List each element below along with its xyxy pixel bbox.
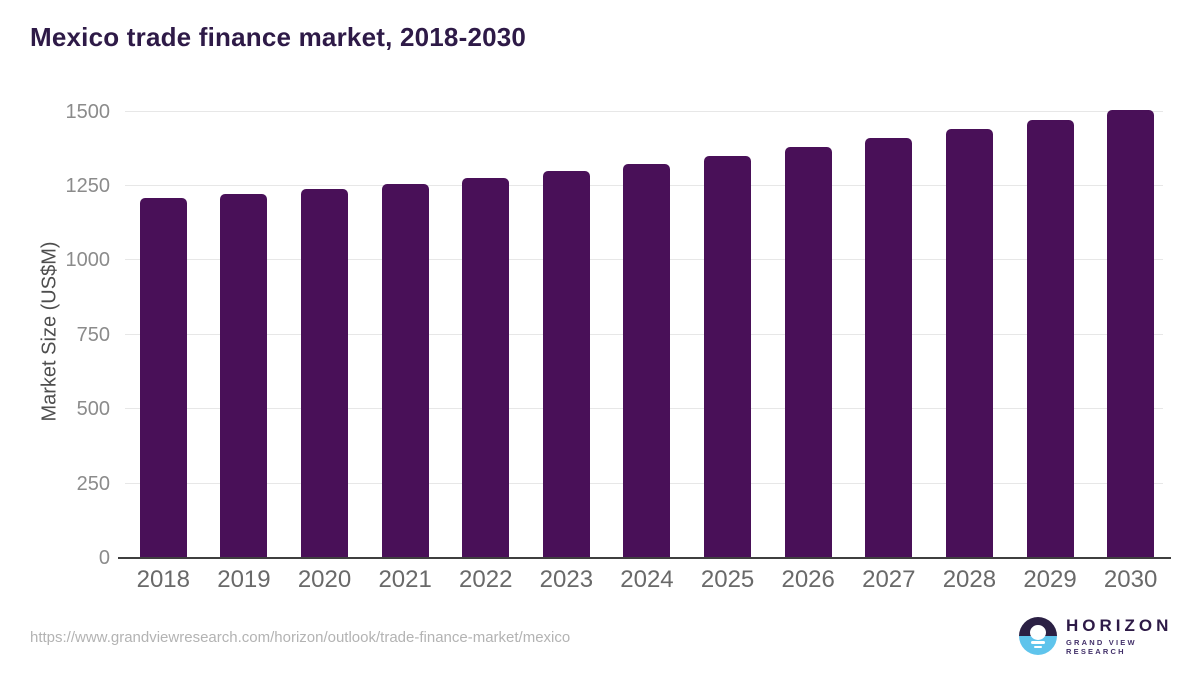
bar-series (123, 95, 1171, 558)
y-tick-label-1000: 1000 (65, 249, 111, 272)
bar-2019 (220, 193, 268, 558)
y-axis-title: Market Size (US$M) (38, 241, 61, 422)
logo-subtitle: GRAND VIEW RESEARCH (1066, 637, 1137, 656)
y-axis-tick-labels: 0 250 500 750 1000 1250 1500 (28, 95, 111, 569)
y-tick-label-1250: 1250 (65, 174, 111, 197)
band-2024 (607, 95, 688, 558)
y-tick-label-250: 250 (76, 472, 110, 495)
y-tick-label-1500: 1500 (65, 100, 111, 123)
bar-2018 (139, 197, 187, 558)
x-axis-tick-labels: 2018 2019 2020 2021 2022 2023 2024 2025 2026 2027… (123, 566, 1171, 594)
y-tick-label-750: 750 (76, 323, 110, 346)
band-2026 (768, 95, 849, 558)
y-tick-label-500: 500 (76, 398, 110, 421)
band-2029 (1010, 95, 1091, 558)
x-tick-label-2024: 2024 (620, 566, 674, 593)
band-2019 (204, 95, 285, 558)
x-axis-line (118, 557, 1171, 559)
band-2023 (526, 95, 607, 558)
x-tick-label-2023: 2023 (539, 566, 594, 593)
x-tick-label-2029: 2029 (1023, 566, 1077, 593)
reflection-line (1031, 641, 1045, 645)
y-tick-label-0: 0 (98, 547, 110, 569)
bar-2020 (301, 189, 349, 558)
x-tick-label-2020: 2020 (297, 566, 352, 593)
source-url: https://www.grandviewresearch.com/horizo… (30, 629, 571, 646)
reflection-line (1034, 645, 1042, 649)
bar-2021 (381, 183, 429, 558)
bar-2026 (784, 146, 832, 558)
logo-name: HORIZON (1066, 616, 1173, 635)
bar-2022 (462, 177, 510, 558)
bar-2030 (1107, 110, 1155, 558)
bar-2027 (865, 138, 913, 558)
x-tick-label-2027: 2027 (862, 566, 916, 593)
band-2027 (848, 95, 929, 558)
bar-2029 (1026, 119, 1074, 558)
band-2022 (445, 95, 526, 558)
band-2030 (1090, 95, 1171, 558)
x-tick-label-2028: 2028 (942, 566, 997, 593)
bar-2024 (623, 163, 671, 558)
bar-2023 (542, 171, 590, 558)
x-tick-label-2025: 2025 (700, 566, 755, 593)
band-2025 (687, 95, 768, 558)
band-2028 (929, 95, 1010, 558)
logo-text: HORIZON GRAND VIEW RESEARCH (1066, 616, 1200, 656)
bar-2025 (704, 155, 752, 558)
band-2020 (284, 95, 365, 558)
chart-title: Mexico trade finance market, 2018-2030 (30, 22, 527, 52)
x-tick-label-2018: 2018 (136, 566, 190, 593)
band-2021 (365, 95, 446, 558)
horizon-logo: HORIZON GRAND VIEW RESEARCH (1019, 616, 1200, 656)
sun-shape (1030, 625, 1046, 641)
x-tick-label-2021: 2021 (378, 566, 432, 593)
x-tick-label-2019: 2019 (217, 566, 271, 593)
sunset-circle-icon (1019, 617, 1057, 656)
x-tick-label-2022: 2022 (459, 566, 513, 593)
x-tick-label-2026: 2026 (781, 566, 835, 593)
band-2018 (123, 95, 204, 558)
bar-2028 (945, 129, 993, 558)
x-tick-label-2030: 2030 (1103, 566, 1158, 593)
gridline-1500 (125, 110, 1163, 112)
